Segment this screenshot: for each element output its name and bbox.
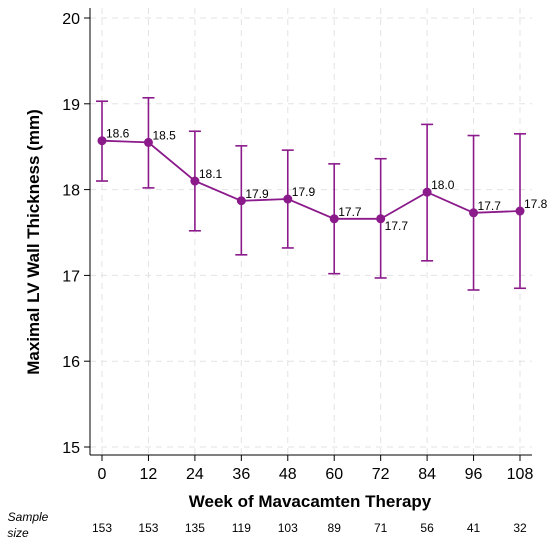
data-point [376,214,386,224]
data-point [283,194,293,204]
x-tick-label: 0 [98,466,107,483]
series-line [101,139,521,220]
y-axis-title: Maximal LV Wall Thickness (mm) [24,109,43,374]
x-tick-label: 72 [372,466,390,483]
data-label: 18.1 [199,167,223,181]
data-label: 17.9 [292,185,316,199]
data-label: 18.6 [106,127,130,141]
x-tick-label: 60 [325,466,343,483]
sample-size-value: 135 [185,521,205,535]
sample-size-label-line1: Sample [8,510,49,524]
data-point [422,187,432,197]
x-tick-label: 108 [507,466,534,483]
y-tick-label: 19 [62,97,80,114]
sample-size-value: 119 [232,521,251,535]
data-point [515,206,525,216]
y-tick-label: 20 [62,11,80,28]
data-label: 17.9 [245,187,269,201]
sample-size-label-line2: size [7,526,29,540]
x-axis-title: Week of Mavacamten Therapy [189,492,432,511]
sample-size-value: 153 [92,521,112,535]
sample-size-value: 32 [513,521,527,535]
data-label: 17.7 [478,199,502,213]
x-tick-label: 36 [232,466,250,483]
sample-size-value: 56 [420,521,434,535]
data-point [469,208,479,218]
data-label: 17.7 [385,219,409,233]
data-point [190,176,200,186]
data-label: 18.5 [152,128,176,142]
y-tick-label: 17 [62,268,80,285]
data-point [236,196,246,206]
y-tick-label: 16 [62,354,80,371]
y-tick-label: 15 [62,440,80,457]
data-label: 17.8 [524,197,548,211]
x-tick-label: 12 [140,466,158,483]
x-tick-label: 48 [279,466,297,483]
sample-size-value: 71 [374,521,388,535]
sample-size-value: 89 [328,521,342,535]
x-tick-label: 84 [418,466,436,483]
x-tick-label: 96 [465,466,483,483]
data-point [97,136,107,146]
data-point [143,137,153,147]
sample-size-value: 41 [467,521,481,535]
data-label: 18.0 [431,178,455,192]
y-tick-label: 18 [62,183,80,200]
sample-size-value: 153 [138,521,158,535]
data-point [329,214,339,224]
sample-size-value: 103 [278,521,298,535]
data-label: 17.7 [338,205,362,219]
x-tick-label: 24 [186,466,204,483]
